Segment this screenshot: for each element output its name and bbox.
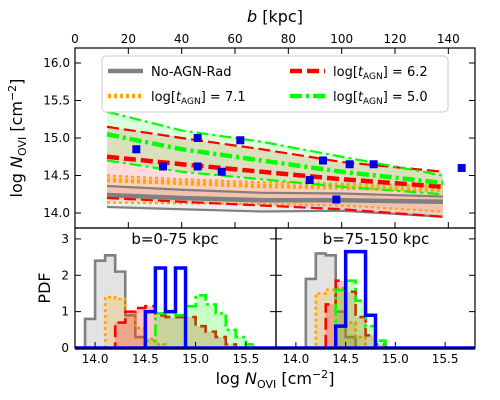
bottom-x-axis-label: log NOVI [cm−2]	[216, 368, 335, 391]
axes-frame-2	[275, 227, 476, 349]
top-tick-label: 120	[384, 32, 407, 46]
legend-label-1: log[tAGN] = 6.2	[333, 65, 428, 82]
obs-point-4	[217, 167, 226, 176]
bound-lower-1	[106, 201, 444, 213]
hist-x-tick-label: 15.0	[182, 352, 209, 366]
top-axis-label: b [kpc]	[247, 7, 303, 26]
bound-upper-0	[106, 184, 444, 198]
obs-point-11	[457, 164, 466, 172]
median-line-1	[106, 177, 444, 192]
obs-point-5	[236, 136, 245, 145]
hist-x-tick-label: 15.5	[232, 352, 259, 366]
top-tick-label: 20	[121, 32, 136, 46]
hist-x-tick-label: 14.5	[332, 352, 359, 366]
obs-point-10	[369, 160, 378, 169]
obs-point-9	[345, 160, 354, 169]
obs-point-8	[332, 195, 341, 204]
bound-lower-2	[106, 196, 444, 218]
hist-y-tick-label: 1	[61, 305, 69, 319]
top-tick-label: 0	[71, 32, 79, 46]
hist-y-tick-label: 0	[61, 341, 69, 355]
hist-x-tick-label: 14.5	[132, 352, 159, 366]
top-tick-label: 100	[330, 32, 353, 46]
bound-upper-3	[106, 110, 444, 177]
upper-y-axis-label: log NOVI [cm−2]	[6, 79, 29, 198]
upper-y-tick-label: 15.0	[43, 131, 70, 145]
median-line-0	[106, 192, 444, 204]
median-lines	[106, 110, 444, 218]
hist-x-tick-label: 14.0	[82, 352, 109, 366]
bound-lower-3	[106, 159, 444, 196]
median-line-3	[106, 132, 444, 186]
upper-y-tick-label: 16.0	[43, 56, 70, 70]
bound-lower-0	[106, 205, 444, 218]
upper-y-tick-label: 14.0	[43, 206, 70, 220]
obs-point-1	[159, 162, 167, 171]
lower-y-axis-label: PDF	[35, 272, 54, 303]
upper-y-tick-label: 15.5	[43, 94, 70, 108]
right-panel-title: b=75-150 kpc	[323, 230, 429, 248]
legend: No-AGN-Rad log[tAGN] = 6.2 log[tAGN] = 7.1…	[101, 55, 449, 113]
top-tick-label: 60	[227, 32, 242, 46]
median-line-2	[106, 154, 444, 189]
bound-upper-2	[106, 125, 444, 173]
top-tick-label: 40	[174, 32, 189, 46]
histogram-left	[75, 253, 276, 350]
bound-upper-1	[106, 174, 444, 188]
legend-label-2: log[tAGN] = 7.1	[151, 90, 246, 107]
obs-point-7	[319, 156, 327, 165]
obs-point-2	[193, 134, 202, 142]
top-tick-label: 80	[281, 32, 296, 46]
hist-x-tick-label: 15.0	[382, 352, 409, 366]
upper-y-tick-label: 14.5	[43, 169, 70, 183]
legend-label-3: log[tAGN] = 5.0	[333, 90, 428, 107]
ticks: 0 20 40 60 80 100 120 14014.014.515.015.516.014…	[43, 32, 475, 366]
histogram-right	[276, 249, 475, 350]
hist-x-tick-label: 14.0	[283, 352, 310, 366]
hist-x-tick-label: 15.5	[432, 352, 459, 366]
obs-point-3	[193, 162, 202, 171]
left-panel-title: b=0-75 kpc	[131, 230, 218, 248]
legend-box	[101, 55, 449, 113]
top-tick-label: 140	[437, 32, 460, 46]
obs-point-6	[305, 176, 314, 184]
observation-points	[132, 134, 466, 204]
hist-y-tick-label: 2	[61, 268, 69, 282]
legend-label-0: No-AGN-Rad	[151, 65, 231, 80]
hist-y-tick-label: 3	[61, 232, 69, 246]
obs-point-0	[132, 145, 141, 154]
